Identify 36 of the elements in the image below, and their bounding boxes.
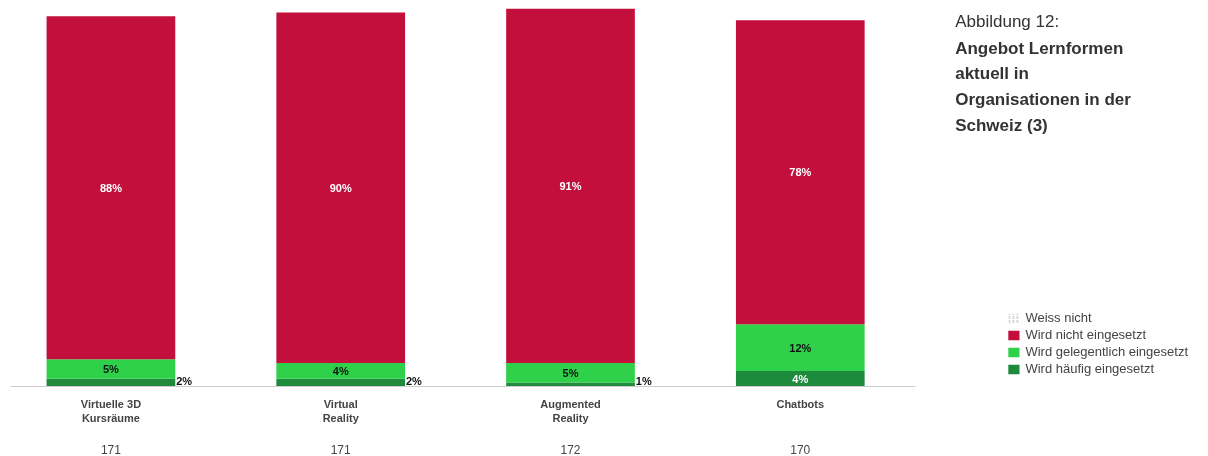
data-label: 78% [789, 166, 812, 179]
data-label: 2% [176, 375, 193, 388]
x-tick-label: Augmented Reality [540, 397, 601, 424]
text: 170 [790, 442, 811, 456]
data-label: 90% [329, 181, 352, 194]
text: 171 [100, 442, 122, 456]
data-label: 5% [102, 362, 120, 375]
data-label: 5% [562, 366, 579, 379]
data-label: 4% [332, 364, 349, 377]
legend-label: Weiss nicht [1025, 310, 1092, 325]
legend-label: Wird häufig eingesetzt [1025, 361, 1155, 376]
text: 172 [560, 442, 581, 456]
bar [735, 324, 865, 371]
data-label: 4% [792, 372, 809, 385]
text: 171 [330, 442, 352, 456]
bar [46, 16, 176, 360]
legend-label: Wird gelegentlich eingesetzt [1025, 344, 1188, 359]
bar [276, 363, 406, 379]
x-tick-label: Virtuelle 3D Kursräume [80, 397, 142, 424]
text: Abbildung 12: [955, 12, 1060, 32]
bar [506, 363, 635, 383]
legend-label: Wird nicht eingesetzt [1025, 327, 1147, 342]
bar [276, 12, 406, 364]
bar [46, 359, 176, 379]
x-tick-label: Virtual Reality [322, 397, 360, 424]
data-label: 88% [99, 181, 123, 194]
x-tick-label: Chatbots [776, 397, 825, 410]
text: Angebot Lernformen aktuell in Organisationen in der Schweiz (3) [955, 38, 1132, 135]
data-label: 1% [635, 375, 652, 388]
bar [276, 378, 406, 387]
bar [735, 20, 865, 325]
bar [735, 370, 865, 387]
data-label: 12% [789, 341, 812, 354]
bar [506, 8, 635, 364]
data-label: 2% [405, 375, 423, 388]
data-label: 91% [559, 179, 582, 192]
